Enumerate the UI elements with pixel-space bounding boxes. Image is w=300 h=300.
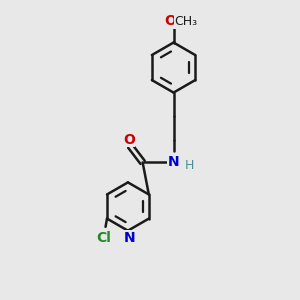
Text: N: N [168,155,179,170]
Text: N: N [124,231,135,245]
Text: Cl: Cl [97,231,112,245]
Text: O: O [123,133,135,147]
Text: CH₃: CH₃ [174,14,197,28]
Text: O: O [164,14,176,28]
Text: H: H [185,159,194,172]
